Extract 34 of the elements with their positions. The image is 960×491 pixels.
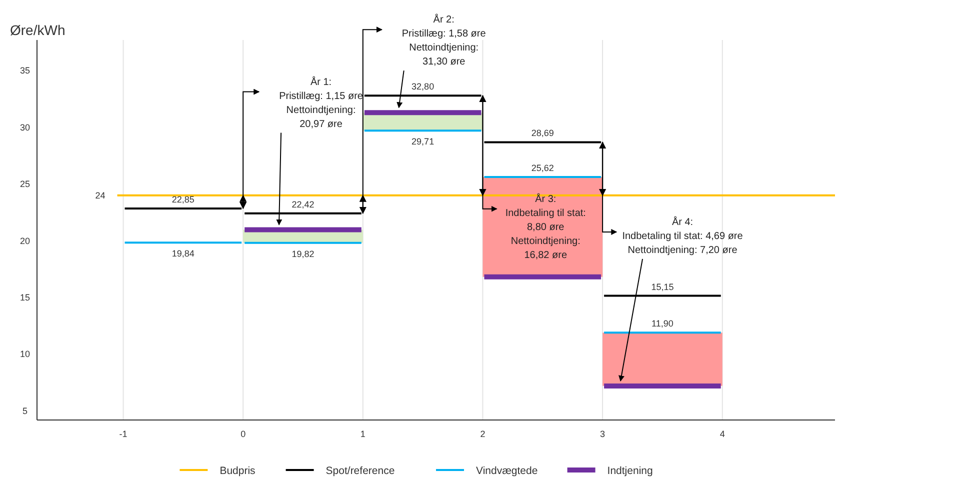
data-label: 19,82 bbox=[292, 248, 314, 259]
y-tick-label: 15 bbox=[20, 292, 30, 302]
data-label: 25,62 bbox=[531, 163, 554, 174]
legend-label: Indtjening bbox=[607, 465, 653, 477]
y-tick-label: 35 bbox=[20, 66, 30, 76]
y-tick-label: 20 bbox=[20, 236, 30, 246]
annotation: År 2: Pristillæg: 1,58 øre Nettoindtjening: 31,30 øre bbox=[402, 14, 486, 68]
data-label: 22,42 bbox=[292, 199, 314, 210]
legend-label: Vindvægtede bbox=[476, 465, 538, 477]
y-tick-label: 10 bbox=[20, 349, 30, 360]
x-tick-label: -1 bbox=[119, 429, 128, 439]
annotation: År 4: Indbetaling til stat: 4,69 øre Nettoindtjening: 7,20 øre bbox=[622, 216, 744, 256]
y-tick-label: 5 bbox=[22, 406, 28, 416]
data-label: 24 bbox=[95, 190, 106, 200]
x-tick-label: 1 bbox=[360, 429, 366, 439]
x-tick-label: 0 bbox=[240, 429, 246, 439]
legend-label: Budpris bbox=[220, 465, 256, 477]
y-tick-label: 30 bbox=[20, 122, 30, 132]
data-label: 29,71 bbox=[412, 136, 434, 147]
annotation: År 3: Indbetaling til stat: 8,80 øre Nettoindtjening: 16,82 øre bbox=[505, 192, 586, 261]
data-label: 22,85 bbox=[172, 194, 194, 204]
x-tick-label: 4 bbox=[720, 429, 725, 439]
legend-label: Spot/reference bbox=[326, 465, 395, 477]
data-label: 32,80 bbox=[412, 82, 434, 92]
data-label: 15,15 bbox=[651, 282, 674, 292]
data-label: 28,69 bbox=[531, 128, 554, 138]
annotation: År 1: Pristillæg: 1,15 øre Nettoindtjening: 20,97 øre bbox=[279, 76, 364, 130]
bar bbox=[602, 332, 722, 386]
x-tick-label: 3 bbox=[600, 429, 606, 439]
data-label: 19,84 bbox=[172, 248, 194, 259]
x-tick-label: 2 bbox=[480, 429, 486, 439]
y-tick-label: 25 bbox=[20, 179, 30, 190]
y-axis-title: Øre/kWh bbox=[10, 22, 66, 38]
data-label: 11,90 bbox=[652, 318, 674, 329]
